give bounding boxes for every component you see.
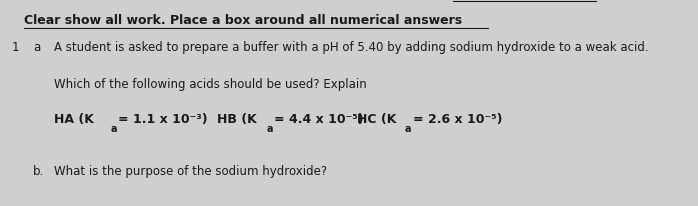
Text: a: a	[110, 124, 117, 134]
Text: What is the purpose of the sodium hydroxide?: What is the purpose of the sodium hydrox…	[54, 165, 327, 178]
Text: Clear show all work. Place a box around all numerical answers: Clear show all work. Place a box around …	[24, 14, 462, 27]
Text: HA (K: HA (K	[54, 113, 94, 126]
Text: 1: 1	[12, 41, 20, 54]
Text: b.: b.	[33, 165, 44, 178]
Text: HC (K: HC (K	[357, 113, 396, 126]
Text: a: a	[266, 124, 273, 134]
Text: = 1.1 x 10⁻³): = 1.1 x 10⁻³)	[118, 113, 207, 126]
Text: a: a	[405, 124, 412, 134]
Text: HB (K: HB (K	[217, 113, 257, 126]
Text: Which of the following acids should be used? Explain: Which of the following acids should be u…	[54, 78, 366, 91]
Text: = 4.4 x 10⁻⁵): = 4.4 x 10⁻⁵)	[274, 113, 364, 126]
Text: A student is asked to prepare a buffer with a pH of 5.40 by adding sodium hydrox: A student is asked to prepare a buffer w…	[54, 41, 648, 54]
Text: a: a	[33, 41, 40, 54]
Text: = 2.6 x 10⁻⁵): = 2.6 x 10⁻⁵)	[413, 113, 503, 126]
